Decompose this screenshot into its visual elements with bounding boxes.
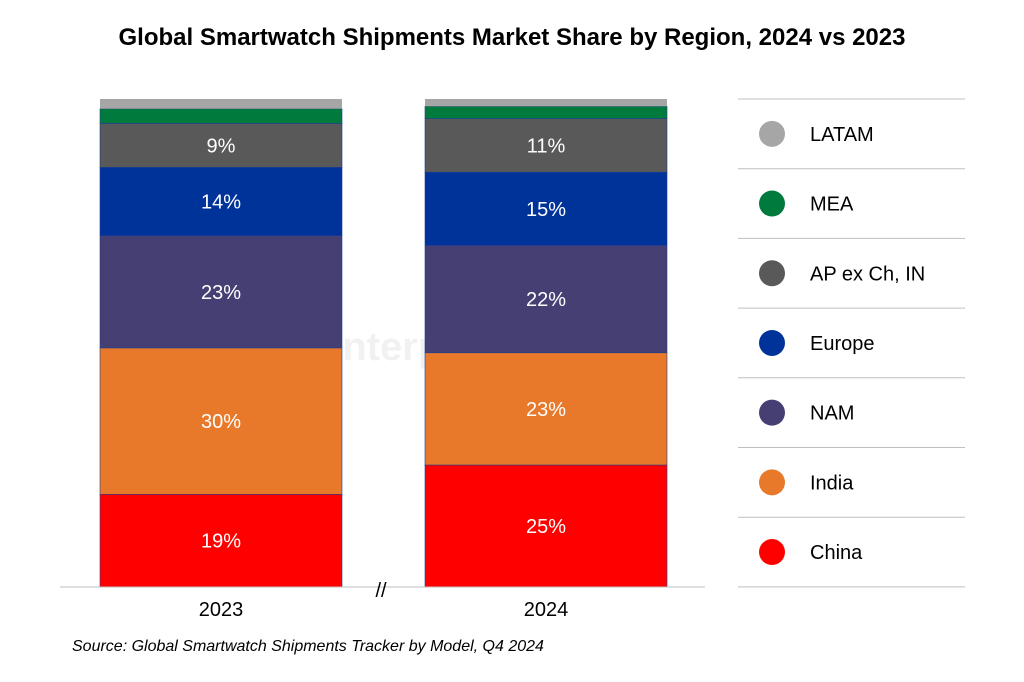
- data-label: 23%: [526, 399, 566, 421]
- bar-segment-ap-ex-ch-in-2024: [424, 118, 668, 173]
- legend-label: AP ex Ch, IN: [810, 263, 925, 285]
- data-label: 25%: [526, 516, 566, 538]
- bar-segment-mea-2023: [99, 108, 343, 124]
- data-label: 9%: [207, 135, 236, 157]
- legend-label: India: [810, 472, 854, 494]
- legend-marker-icon: [759, 260, 785, 287]
- bar-segment-europe-2024: [424, 171, 668, 246]
- legend-marker-icon: [759, 190, 785, 217]
- bar-segment-china-2023: [99, 493, 343, 588]
- source-note: Source: Global Smartwatch Shipments Trac…: [72, 638, 544, 655]
- bar-segment-nam-2024: [424, 245, 668, 354]
- bar-segment-latam-2024: [425, 99, 667, 107]
- data-label: 22%: [526, 289, 566, 311]
- data-label: 19%: [201, 531, 241, 553]
- x-tick-label: 2024: [524, 599, 569, 621]
- bar-segment-china-2024: [424, 464, 668, 588]
- data-label: 15%: [526, 199, 566, 221]
- legend-marker-icon: [759, 539, 785, 566]
- data-label: 14%: [201, 191, 241, 213]
- chart-title: Global Smartwatch Shipments Market Share…: [118, 24, 906, 51]
- bar-segment-latam-2023: [100, 99, 342, 109]
- legend-label: Europe: [810, 333, 875, 355]
- bar-segment-india-2024: [424, 352, 668, 466]
- legend-marker-icon: [759, 399, 785, 426]
- axis-break-mark: //: [375, 580, 387, 602]
- bar-segment-europe-2023: [99, 167, 343, 236]
- legend-label: LATAM: [810, 124, 874, 146]
- legend-label: China: [810, 542, 863, 564]
- bar-segment-ap-ex-ch-in-2023: [99, 123, 343, 168]
- data-label: 23%: [201, 282, 241, 304]
- bar-segment-mea-2024: [424, 106, 668, 119]
- legend-marker-icon: [759, 329, 785, 356]
- bar-segment-nam-2023: [99, 235, 343, 349]
- data-label: 11%: [527, 135, 566, 157]
- legend-marker-icon: [759, 120, 785, 147]
- legend-marker-icon: [759, 469, 785, 496]
- legend-label: NAM: [810, 403, 854, 425]
- x-tick-label: 2023: [199, 599, 244, 621]
- legend-label: MEA: [810, 194, 854, 216]
- data-label: 30%: [201, 411, 241, 433]
